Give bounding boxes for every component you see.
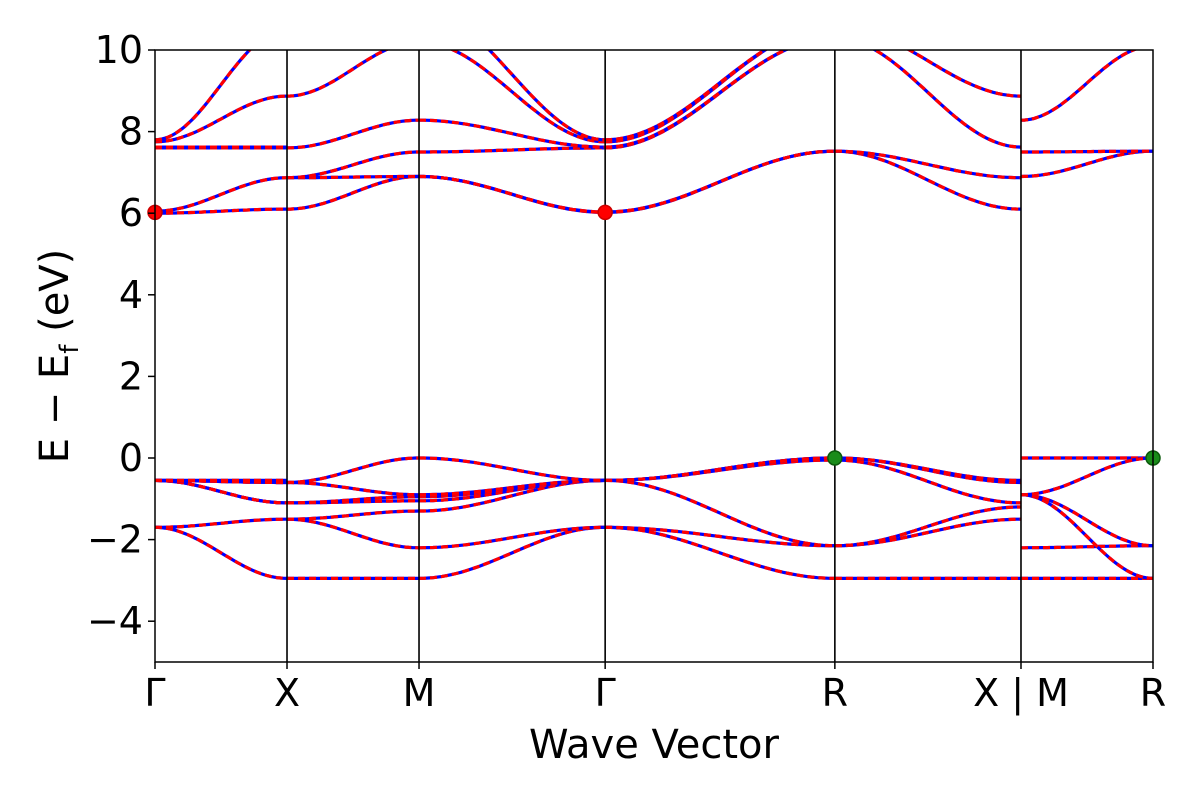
band-spin-down-4-5 [834, 456, 1021, 482]
y-tick-label-1: −2 [87, 518, 143, 562]
band-spin-down-1-7 [287, 174, 419, 211]
extremum-marker-2 [827, 450, 843, 466]
band-spin-down-3-0 [605, 525, 835, 580]
band-spin-up-1-12 [287, 9, 419, 29]
band-spin-down-2-8 [419, 174, 606, 214]
band-spin-down-3-1 [605, 525, 835, 548]
band-spin-down-4-7 [834, 149, 1021, 180]
x-axis-ticks: Γ X M Γ R X | M R [144, 662, 1166, 716]
band-spin-down-4-6 [834, 149, 1022, 211]
band-spin-down-1-5 [287, 480, 419, 497]
band-spin-down-3-11 [605, 50, 768, 142]
band-spin-down-2-12 [487, 50, 606, 142]
band-spin-down-5-8 [1020, 50, 1138, 122]
band-spin-down-5-2 [1020, 493, 1153, 580]
band-spin-down-4-2 [834, 505, 1021, 548]
y-axis-title-main: E − E [32, 354, 78, 464]
band-spin-down-0-12 [155, 50, 252, 142]
band-spin-down-0-0 [155, 525, 288, 580]
band-spin-down-3-9 [605, 50, 789, 149]
x-axis-title: Wave Vector [529, 722, 780, 768]
band-spin-up-2-0 [418, 525, 606, 580]
band-spin-down-2-1 [418, 525, 606, 550]
band-spin-down-2-6 [419, 456, 606, 482]
kpoint-lines [286, 50, 1022, 662]
band-spin-up-3-11 [605, 50, 768, 142]
band-spin-down-1-11 [286, 50, 390, 98]
x-tick-label-0: Γ [144, 671, 165, 715]
band-spin-down-1-10 [287, 118, 419, 150]
x-tick-label-6: R [1140, 671, 1166, 715]
x-tick-label-1: X [274, 671, 300, 715]
band-spin-up-2-11 [449, 50, 606, 144]
y-tick-label-2: 0 [119, 436, 143, 480]
x-tick-label-2: M [403, 671, 436, 715]
band-spin-down-0-8 [155, 176, 288, 213]
band-spin-down-4-3 [834, 458, 1022, 505]
band-spin-up-4-6 [834, 149, 1022, 211]
bands-layer [155, 9, 1153, 580]
extrema-markers [147, 204, 1161, 466]
band-spin-down-3-2 [605, 478, 835, 548]
band-spin-up-2-8 [419, 174, 606, 214]
band-spin-down-1-8 [287, 174, 419, 180]
band-spin-down-2-10 [419, 118, 606, 149]
x-tick-label-3: Γ [595, 671, 616, 715]
y-axis-title: E − Ef (eV) [32, 249, 85, 464]
y-axis-title-subscript: f [55, 344, 85, 354]
band-spin-down-3-7 [605, 149, 835, 214]
band-spin-down-2-9 [419, 146, 606, 154]
band-spin-down-5-3 [1020, 493, 1153, 548]
y-tick-label-4: 4 [119, 273, 143, 317]
band-spin-down-2-5 [419, 478, 606, 497]
band-spin-up-4-2 [834, 505, 1021, 548]
band-spin-down-3-5 [605, 456, 835, 482]
y-tick-label-6: 8 [119, 110, 143, 154]
extremum-marker-1 [597, 204, 613, 221]
y-tick-label-5: 6 [119, 191, 143, 235]
band-spin-down-5-6 [1020, 149, 1153, 179]
band-spin-up-3-9 [605, 50, 789, 149]
y-tick-label-0: −4 [87, 599, 143, 643]
band-spin-down-5-7 [1021, 149, 1153, 154]
band-spin-down-0-11 [155, 94, 288, 144]
y-axis-title-unit: (eV) [32, 249, 78, 345]
band-spin-down-1-1 [287, 517, 420, 550]
band-spin-down-5-5 [1021, 456, 1153, 497]
y-tick-label-7: 10 [95, 28, 143, 72]
band-spin-down-1-2 [287, 509, 420, 521]
band-spin-down-0-1 [155, 517, 287, 529]
band-spin-up-3-7 [605, 149, 835, 214]
x-tick-label-4: R [822, 671, 848, 715]
y-axis-ticks: −4 −2 0 2 4 6 8 10 [87, 28, 155, 643]
band-spin-down-4-8 [872, 50, 1022, 149]
y-tick-label-3: 2 [119, 354, 143, 398]
plot-frame [154, 49, 1154, 663]
band-spin-down-1-4 [287, 495, 419, 505]
band-spin-down-0-7 [155, 207, 287, 215]
band-spin-down-4-9 [906, 50, 1022, 98]
band-spin-down-5-1 [1021, 544, 1153, 550]
x-tick-label-5: X | M [973, 671, 1069, 716]
band-spin-down-1-12 [287, 9, 419, 29]
band-spin-down-1-6 [286, 456, 419, 485]
band-spin-down-1-9 [287, 150, 419, 180]
band-spin-down-4-1 [834, 517, 1021, 548]
band-spin-down-3-10 [605, 50, 769, 144]
